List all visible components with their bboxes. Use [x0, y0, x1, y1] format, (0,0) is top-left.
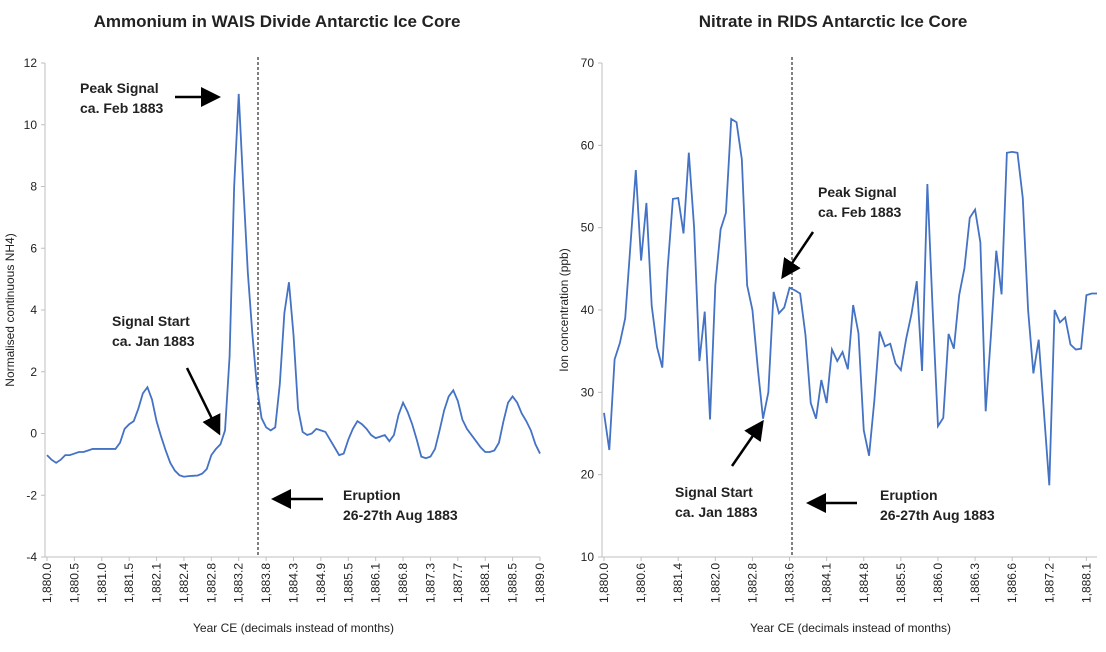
y-tick-label: 4 — [30, 303, 37, 317]
x-tick-label: 1,884.3 — [287, 563, 301, 603]
data-line — [603, 117, 1097, 486]
x-tick-label: 1,883.6 — [783, 563, 797, 603]
y-axis-label: Normalised continuous NH4) — [3, 233, 17, 386]
y-tick-label: 8 — [30, 180, 37, 194]
annotation: ca. Feb 1883 — [818, 204, 901, 220]
x-tick-label: 1,888.1 — [478, 563, 492, 603]
x-tick-label: 1,880.6 — [634, 563, 648, 603]
x-tick-label: 1,888.1 — [1079, 563, 1093, 603]
x-tick-label: 1,885.5 — [894, 563, 908, 603]
y-tick-label: 0 — [30, 427, 37, 441]
annotation: ca. Jan 1883 — [112, 333, 195, 349]
x-axis-label: Year CE (decimals instead of months) — [750, 621, 951, 635]
y-tick-label: 50 — [581, 221, 595, 235]
x-tick-label: 1,884.1 — [820, 563, 834, 603]
y-tick-label: 60 — [581, 138, 595, 152]
x-tick-label: 1,882.0 — [708, 563, 722, 603]
annotation: Peak Signal — [80, 80, 159, 96]
annotation: 26-27th Aug 1883 — [343, 507, 458, 523]
x-tick-label: 1,882.1 — [150, 563, 164, 603]
chart-title: Ammonium in WAIS Divide Antarctic Ice Co… — [94, 12, 461, 31]
x-tick-label: 1,885.5 — [341, 563, 355, 603]
x-tick-label: 1,886.0 — [931, 563, 945, 603]
x-tick-label: 1,881.4 — [671, 563, 685, 603]
x-tick-label: 1,886.8 — [396, 563, 410, 603]
x-tick-label: 1,882.4 — [177, 563, 191, 603]
annotation: Peak Signal — [818, 184, 897, 200]
x-tick-label: 1,886.1 — [369, 563, 383, 603]
y-tick-label: 2 — [30, 365, 37, 379]
x-tick-label: 1,886.6 — [1005, 563, 1019, 603]
y-tick-label: 40 — [581, 303, 595, 317]
annotation-arrow — [781, 231, 815, 280]
y-tick-label: 10 — [581, 550, 595, 564]
x-tick-label: 1,888.5 — [506, 563, 520, 603]
annotation: ca. Feb 1883 — [80, 100, 163, 116]
annotation: 26-27th Aug 1883 — [880, 507, 995, 523]
y-tick-label: -2 — [26, 488, 37, 502]
x-tick-label: 1,881.5 — [122, 563, 136, 603]
x-tick-label: 1,884.8 — [857, 563, 871, 603]
chart-title: Nitrate in RIDS Antarctic Ice Core — [699, 12, 968, 31]
y-tick-label: 20 — [581, 468, 595, 482]
y-tick-label: 10 — [24, 118, 38, 132]
x-tick-label: 1,886.3 — [968, 563, 982, 603]
annotation: Eruption — [343, 487, 401, 503]
data-line — [46, 93, 541, 478]
x-tick-label: 1,883.8 — [259, 563, 273, 603]
x-axis-label: Year CE (decimals instead of months) — [193, 621, 394, 635]
x-tick-label: 1,884.9 — [314, 563, 328, 603]
x-tick-label: 1,882.8 — [745, 563, 759, 603]
y-tick-label: 70 — [581, 56, 595, 70]
x-tick-label: 1,887.3 — [423, 563, 437, 603]
x-tick-label: 1,883.2 — [232, 563, 246, 603]
annotation: Signal Start — [112, 313, 190, 329]
x-tick-label: 1,889.0 — [533, 563, 547, 603]
annotation: Eruption — [880, 487, 938, 503]
y-axis-label: Ion concentration (ppb) — [557, 248, 571, 371]
x-tick-label: 1,880.0 — [597, 563, 611, 603]
x-tick-label: 1,880.5 — [67, 563, 81, 603]
y-tick-label: -4 — [26, 550, 37, 564]
annotation: ca. Jan 1883 — [675, 504, 758, 520]
y-tick-label: 6 — [30, 241, 37, 255]
x-tick-label: 1,880.0 — [40, 563, 54, 603]
x-tick-label: 1,887.2 — [1042, 563, 1056, 603]
annotation: Signal Start — [675, 484, 753, 500]
y-tick-label: 30 — [581, 385, 595, 399]
y-tick-label: 12 — [24, 56, 38, 70]
x-tick-label: 1,887.7 — [451, 563, 465, 603]
annotation-arrow — [730, 419, 764, 467]
annotation-arrow — [185, 367, 221, 436]
x-tick-label: 1,882.8 — [204, 563, 218, 603]
x-tick-label: 1,881.0 — [95, 563, 109, 603]
